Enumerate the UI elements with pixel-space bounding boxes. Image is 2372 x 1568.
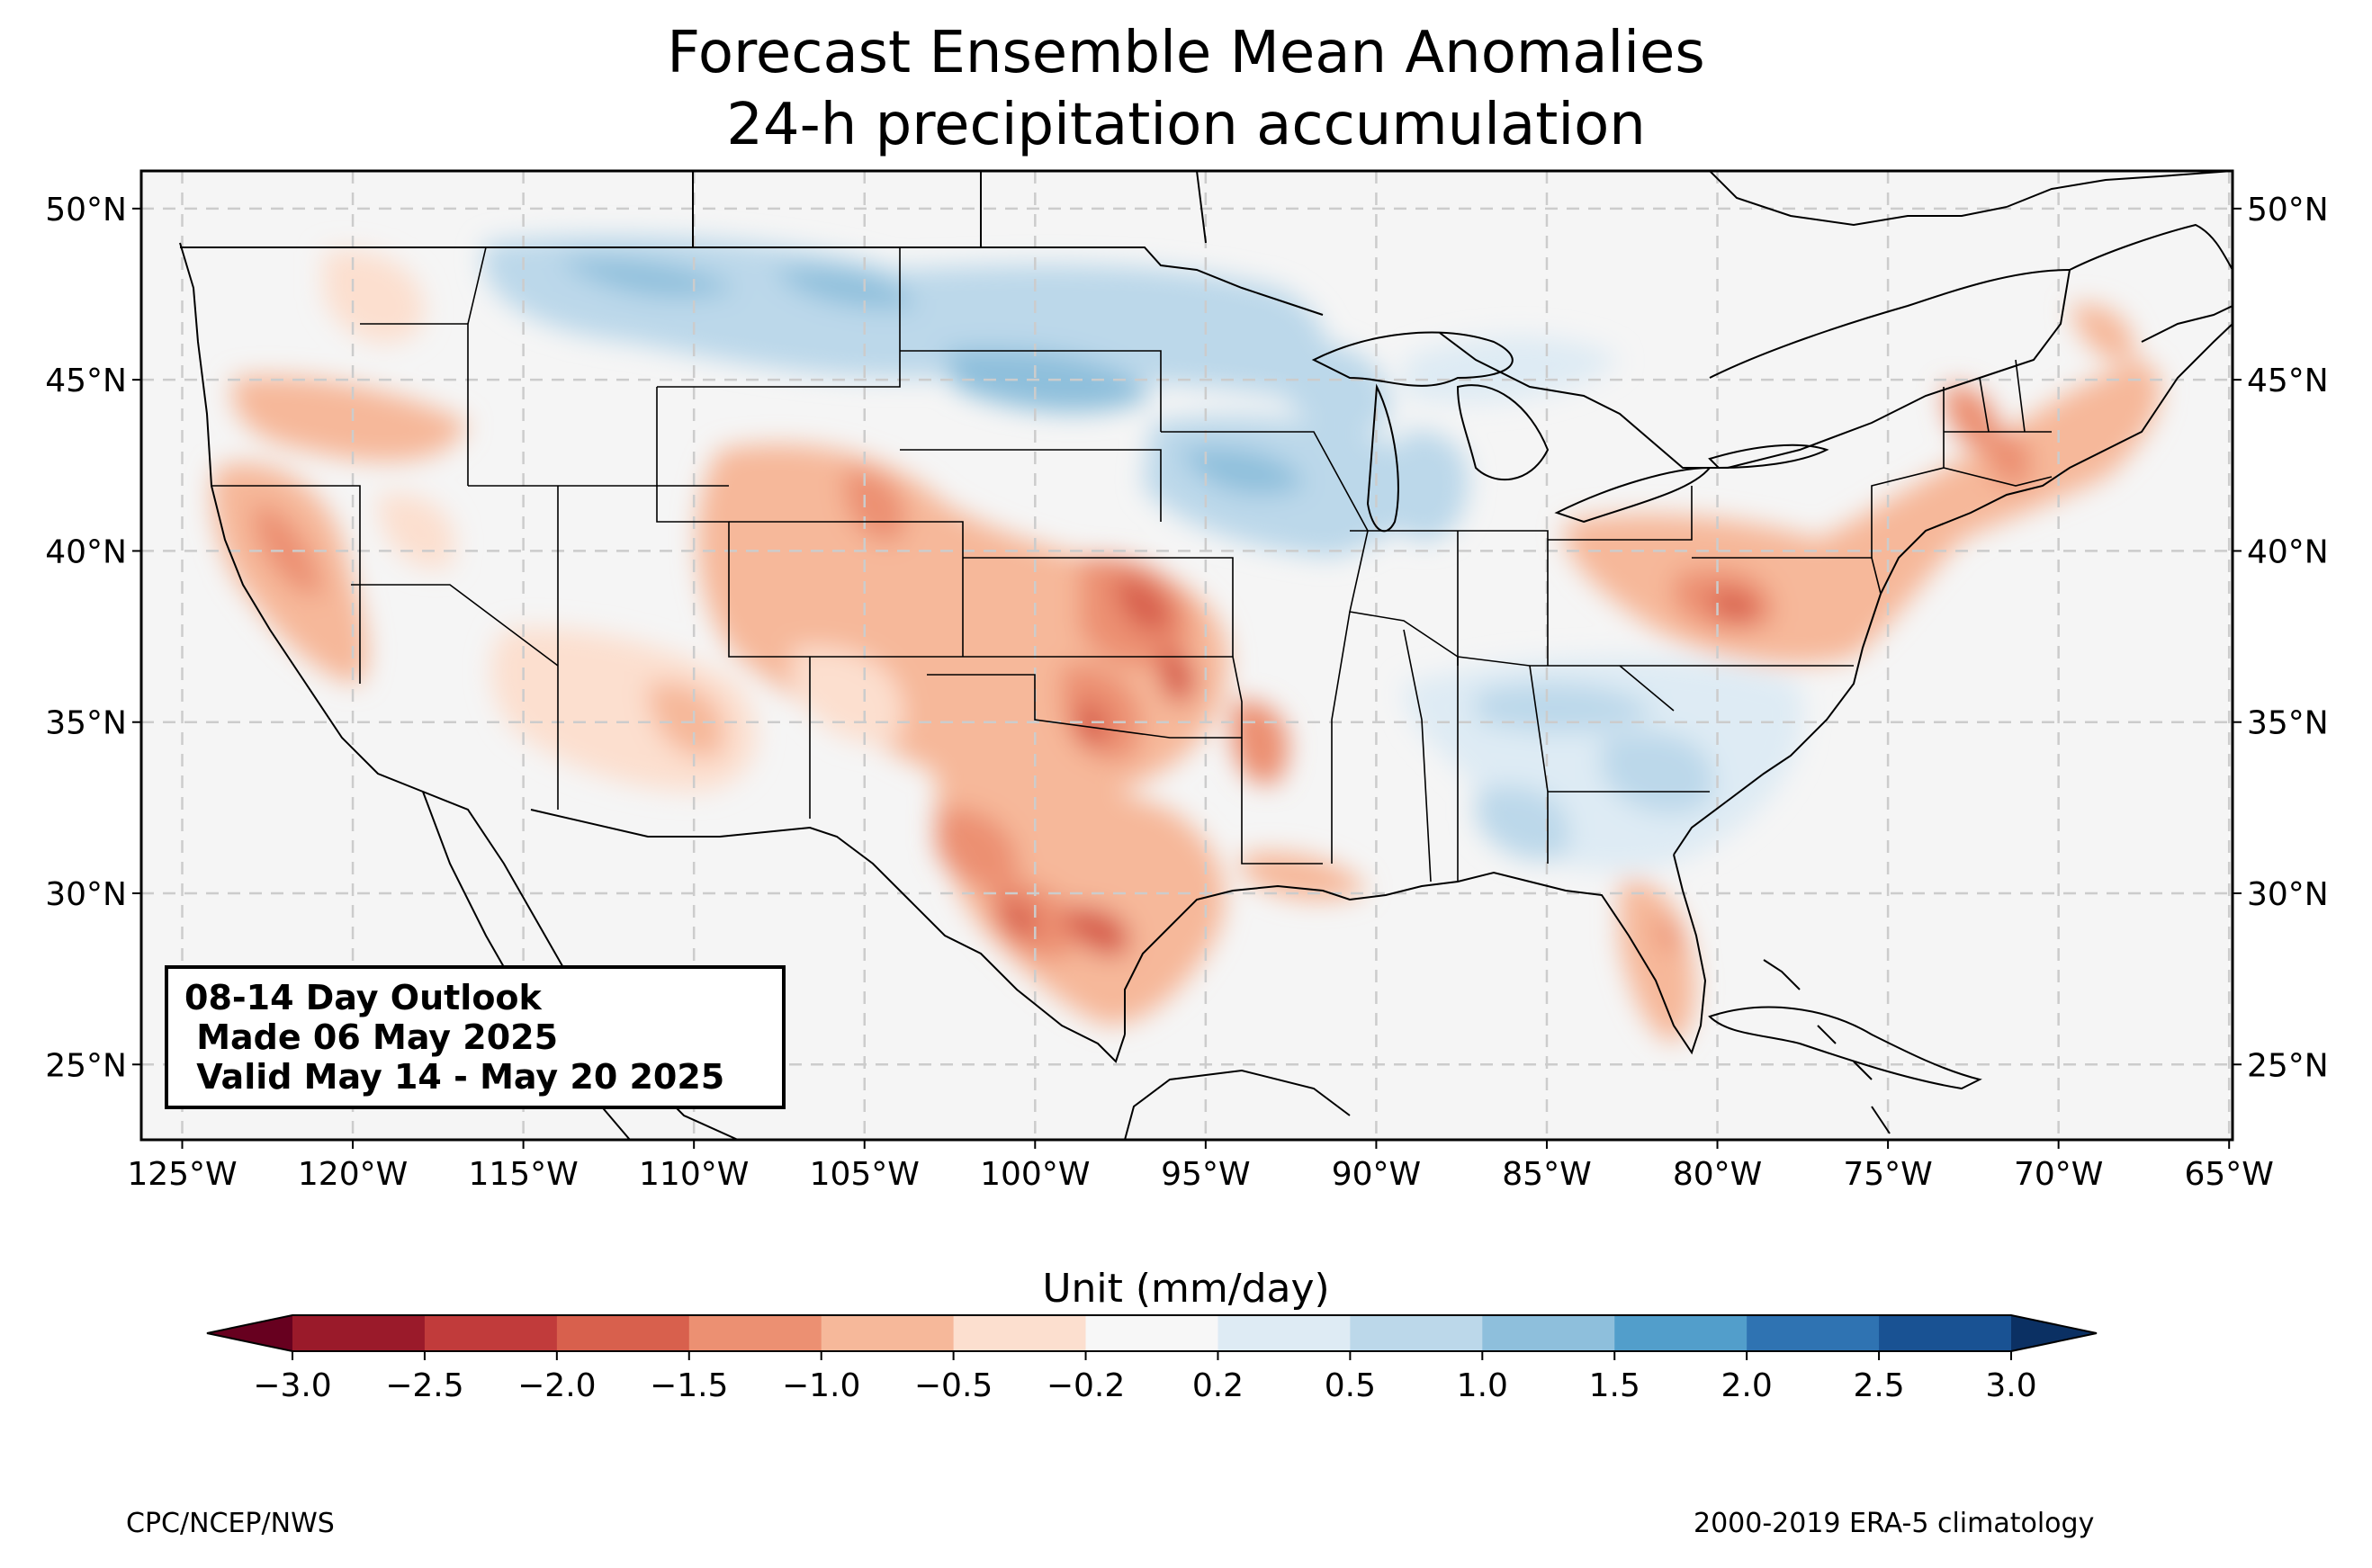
footer-climatology: 2000-2019 ERA-5 climatology bbox=[1694, 1508, 2095, 1539]
longitude-labels: 125°W 120°W 115°W 110°W 105°W 100°W 95°W 90°W 85… bbox=[127, 1140, 2274, 1193]
colorbar-tick-label: 0.5 bbox=[1325, 1367, 1376, 1404]
lon-label: 65°W bbox=[2185, 1156, 2274, 1193]
colorbar-tick-label: 1.5 bbox=[1589, 1367, 1640, 1404]
map-subtitle: 24-h precipitation accumulation bbox=[726, 92, 1646, 158]
canada-border bbox=[180, 246, 1324, 316]
state-borders bbox=[211, 246, 2053, 883]
lat-label: 25°N bbox=[45, 1047, 127, 1084]
colorbar-segment bbox=[1350, 1315, 1483, 1351]
colorbar: −3.0 −2.5 −2.0 −1.5 −1.0 −0.5 −0.2 0.2 0.5 1.0 1.5… bbox=[206, 1314, 2098, 1404]
colorbar-segment bbox=[688, 1315, 822, 1351]
map-frame bbox=[139, 169, 2234, 1142]
lat-label: 40°N bbox=[45, 533, 127, 570]
colorbar-tick-label: 2.0 bbox=[1721, 1367, 1773, 1404]
colorbar-tick-label: −2.0 bbox=[517, 1367, 596, 1404]
lat-label: 45°N bbox=[2247, 363, 2329, 399]
colorbar-tick-label: −2.5 bbox=[385, 1367, 463, 1404]
colorbar-segment bbox=[1085, 1315, 1218, 1351]
outlook-valid-range: Valid May 14 - May 20 2025 bbox=[184, 1057, 725, 1097]
colorbar-over-arrow bbox=[2011, 1315, 2097, 1351]
latitude-labels-left: 50°N 45°N 40°N 35°N 30°N 25°N bbox=[45, 192, 141, 1084]
colorbar-under-arrow bbox=[207, 1315, 292, 1351]
lon-label: 80°W bbox=[1673, 1156, 1762, 1193]
colorbar-tick-label: −0.5 bbox=[914, 1367, 993, 1404]
outlook-title: 08-14 Day Outlook bbox=[184, 978, 542, 1017]
lon-label: 70°W bbox=[2014, 1156, 2103, 1193]
colorbar-segment bbox=[821, 1315, 955, 1351]
lat-label: 30°N bbox=[45, 876, 127, 913]
lon-label: 75°W bbox=[1843, 1156, 1932, 1193]
lat-label: 50°N bbox=[45, 192, 127, 228]
footer-source: CPC/NCEP/NWS bbox=[126, 1508, 335, 1539]
colorbar-segment bbox=[1482, 1315, 1615, 1351]
colorbar-segment bbox=[424, 1315, 558, 1351]
colorbar-unit-label: Unit (mm/day) bbox=[1042, 1266, 1330, 1312]
lon-label: 120°W bbox=[298, 1156, 408, 1193]
colorbar-segment bbox=[1747, 1315, 1880, 1351]
lat-label: 50°N bbox=[2247, 192, 2329, 228]
lon-label: 110°W bbox=[639, 1156, 749, 1193]
colorbar-tick-label: −1.0 bbox=[782, 1367, 860, 1404]
lat-label: 35°N bbox=[45, 705, 127, 742]
lon-label: 85°W bbox=[1502, 1156, 1591, 1193]
lat-label: 35°N bbox=[2247, 705, 2329, 742]
lat-label: 25°N bbox=[2247, 1047, 2329, 1084]
lon-label: 105°W bbox=[810, 1156, 920, 1193]
colorbar-tick-label: 0.2 bbox=[1192, 1367, 1244, 1404]
colorbar-segment bbox=[292, 1315, 426, 1351]
colorbar-tick-label: −0.2 bbox=[1047, 1367, 1125, 1404]
lat-label: 40°N bbox=[2247, 533, 2329, 570]
lon-label: 125°W bbox=[127, 1156, 237, 1193]
lon-label: 90°W bbox=[1332, 1156, 1421, 1193]
colorbar-tick-label: −3.0 bbox=[253, 1367, 331, 1404]
outlook-made-date: Made 06 May 2025 bbox=[184, 1017, 559, 1057]
colorbar-segment bbox=[1614, 1315, 1748, 1351]
colorbar-tick-label: 2.5 bbox=[1853, 1367, 1904, 1404]
colorbar-segment bbox=[1217, 1315, 1351, 1351]
colorbar-tick-label: 1.0 bbox=[1457, 1367, 1508, 1404]
lon-label: 95°W bbox=[1161, 1156, 1250, 1193]
lat-label: 30°N bbox=[2247, 876, 2329, 913]
latitude-labels-right: 50°N 45°N 40°N 35°N 30°N 25°N bbox=[2233, 192, 2329, 1084]
colorbar-tick-label: −1.5 bbox=[650, 1367, 728, 1404]
colorbar-segment bbox=[1879, 1315, 2012, 1351]
map-boundaries bbox=[179, 171, 2233, 1140]
map-title: Forecast Ensemble Mean Anomalies bbox=[667, 20, 1705, 86]
colorbar-tick-label: 3.0 bbox=[1985, 1367, 2036, 1404]
outlook-info-box: 08-14 Day Outlook Made 06 May 2025 Valid… bbox=[165, 965, 786, 1109]
colorbar-segment bbox=[556, 1315, 690, 1351]
colorbar-segment bbox=[953, 1315, 1087, 1351]
lon-label: 100°W bbox=[980, 1156, 1090, 1193]
lat-label: 45°N bbox=[45, 363, 127, 399]
lon-label: 115°W bbox=[468, 1156, 578, 1193]
